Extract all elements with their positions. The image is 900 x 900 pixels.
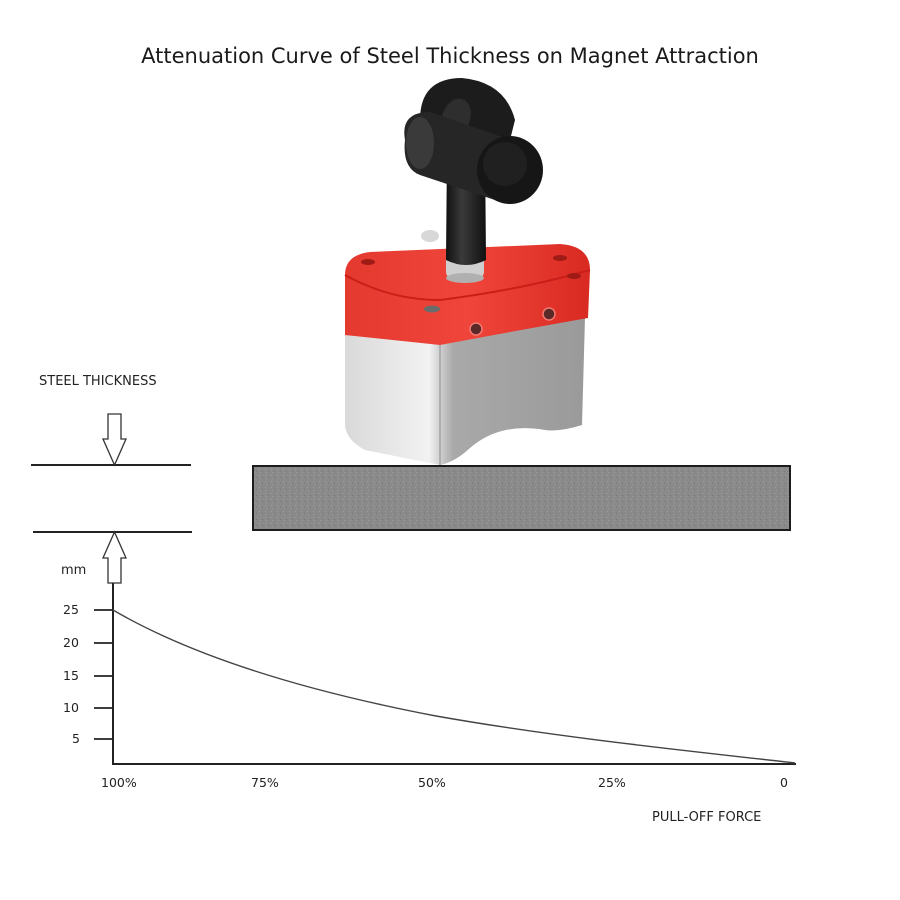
x-tick-label: 100% [101, 775, 137, 790]
attenuation-curve [112, 609, 796, 764]
arrow-down-icon [102, 413, 127, 467]
y-tick-label: 15 [63, 668, 79, 683]
y-tick-label: 25 [63, 602, 79, 617]
x-tick-label: 50% [418, 775, 446, 790]
y-tick-label: 10 [63, 700, 79, 715]
magnet-illustration [344, 78, 591, 465]
chart-axes [94, 583, 796, 765]
arrow-up-icon [102, 530, 127, 584]
x-axis-title: PULL-OFF FORCE [652, 810, 762, 825]
chart-title: Attenuation Curve of Steel Thickness on … [141, 44, 759, 68]
x-tick-label: 0 [780, 775, 788, 790]
y-tick-label: 20 [63, 635, 79, 650]
steel-plate [252, 465, 791, 531]
x-tick-label: 25% [598, 775, 626, 790]
unit-label: mm [61, 563, 87, 578]
steel-thickness-label: STEEL THICKNESS [39, 374, 157, 389]
y-tick-label: 5 [72, 731, 80, 746]
x-tick-label: 75% [251, 775, 279, 790]
